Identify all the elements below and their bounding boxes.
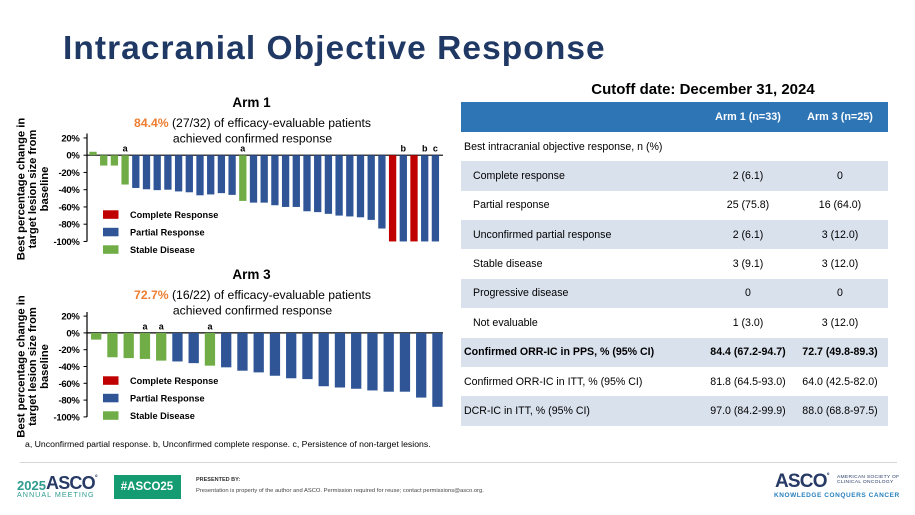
svg-text:-60%: -60% (59, 379, 81, 390)
svg-text:baseline: baseline (39, 167, 51, 212)
svg-text:-100%: -100% (54, 237, 81, 248)
svg-text:Best percentage change in: Best percentage change in (15, 295, 27, 438)
svg-text:0%: 0% (66, 328, 80, 339)
svg-text:Arm 1: Arm 1 (232, 95, 271, 110)
svg-text:target lesion size from: target lesion size from (27, 130, 39, 249)
svg-text:Complete Response: Complete Response (130, 376, 218, 386)
svg-text:Arm 3: Arm 3 (232, 267, 271, 282)
svg-text:Best percentage change in: Best percentage change in (15, 118, 27, 261)
svg-text:baseline: baseline (39, 344, 51, 389)
svg-text:achieved confirmed response: achieved confirmed response (173, 304, 332, 318)
svg-text:a: a (123, 144, 129, 154)
svg-text:Stable Disease: Stable Disease (130, 245, 195, 255)
svg-text:a: a (142, 321, 148, 331)
svg-text:20%: 20% (61, 312, 80, 323)
svg-text:a: a (240, 144, 246, 154)
svg-text:0%: 0% (66, 151, 80, 162)
svg-text:a: a (159, 321, 165, 331)
svg-text:Partial Response: Partial Response (130, 393, 205, 403)
svg-text:b: b (422, 144, 428, 154)
svg-text:a, Unconfirmed partial respons: a, Unconfirmed partial response. b, Unco… (25, 439, 431, 449)
svg-text:20%: 20% (61, 133, 80, 144)
svg-text:84.4% (27/32) of efficacy-eval: 84.4% (27/32) of efficacy-evaluable pati… (134, 116, 371, 130)
svg-text:-100%: -100% (54, 412, 81, 423)
svg-text:b: b (401, 144, 407, 154)
svg-text:a: a (207, 321, 213, 331)
svg-text:72.7% (16/22) of efficacy-eval: 72.7% (16/22) of efficacy-evaluable pati… (134, 288, 371, 302)
svg-text:-80%: -80% (59, 396, 81, 407)
svg-text:-60%: -60% (59, 202, 81, 213)
svg-text:-40%: -40% (59, 362, 81, 373)
svg-text:Complete Response: Complete Response (130, 210, 218, 220)
svg-text:-40%: -40% (59, 185, 81, 196)
svg-text:achieved confirmed response: achieved confirmed response (173, 132, 332, 146)
svg-text:-20%: -20% (59, 345, 81, 356)
svg-text:c: c (433, 144, 438, 154)
svg-text:Partial Response: Partial Response (130, 227, 205, 237)
svg-text:-20%: -20% (59, 168, 81, 179)
svg-text:-80%: -80% (59, 220, 81, 231)
svg-text:target lesion size from: target lesion size from (27, 307, 39, 426)
svg-text:Stable Disease: Stable Disease (130, 411, 195, 421)
